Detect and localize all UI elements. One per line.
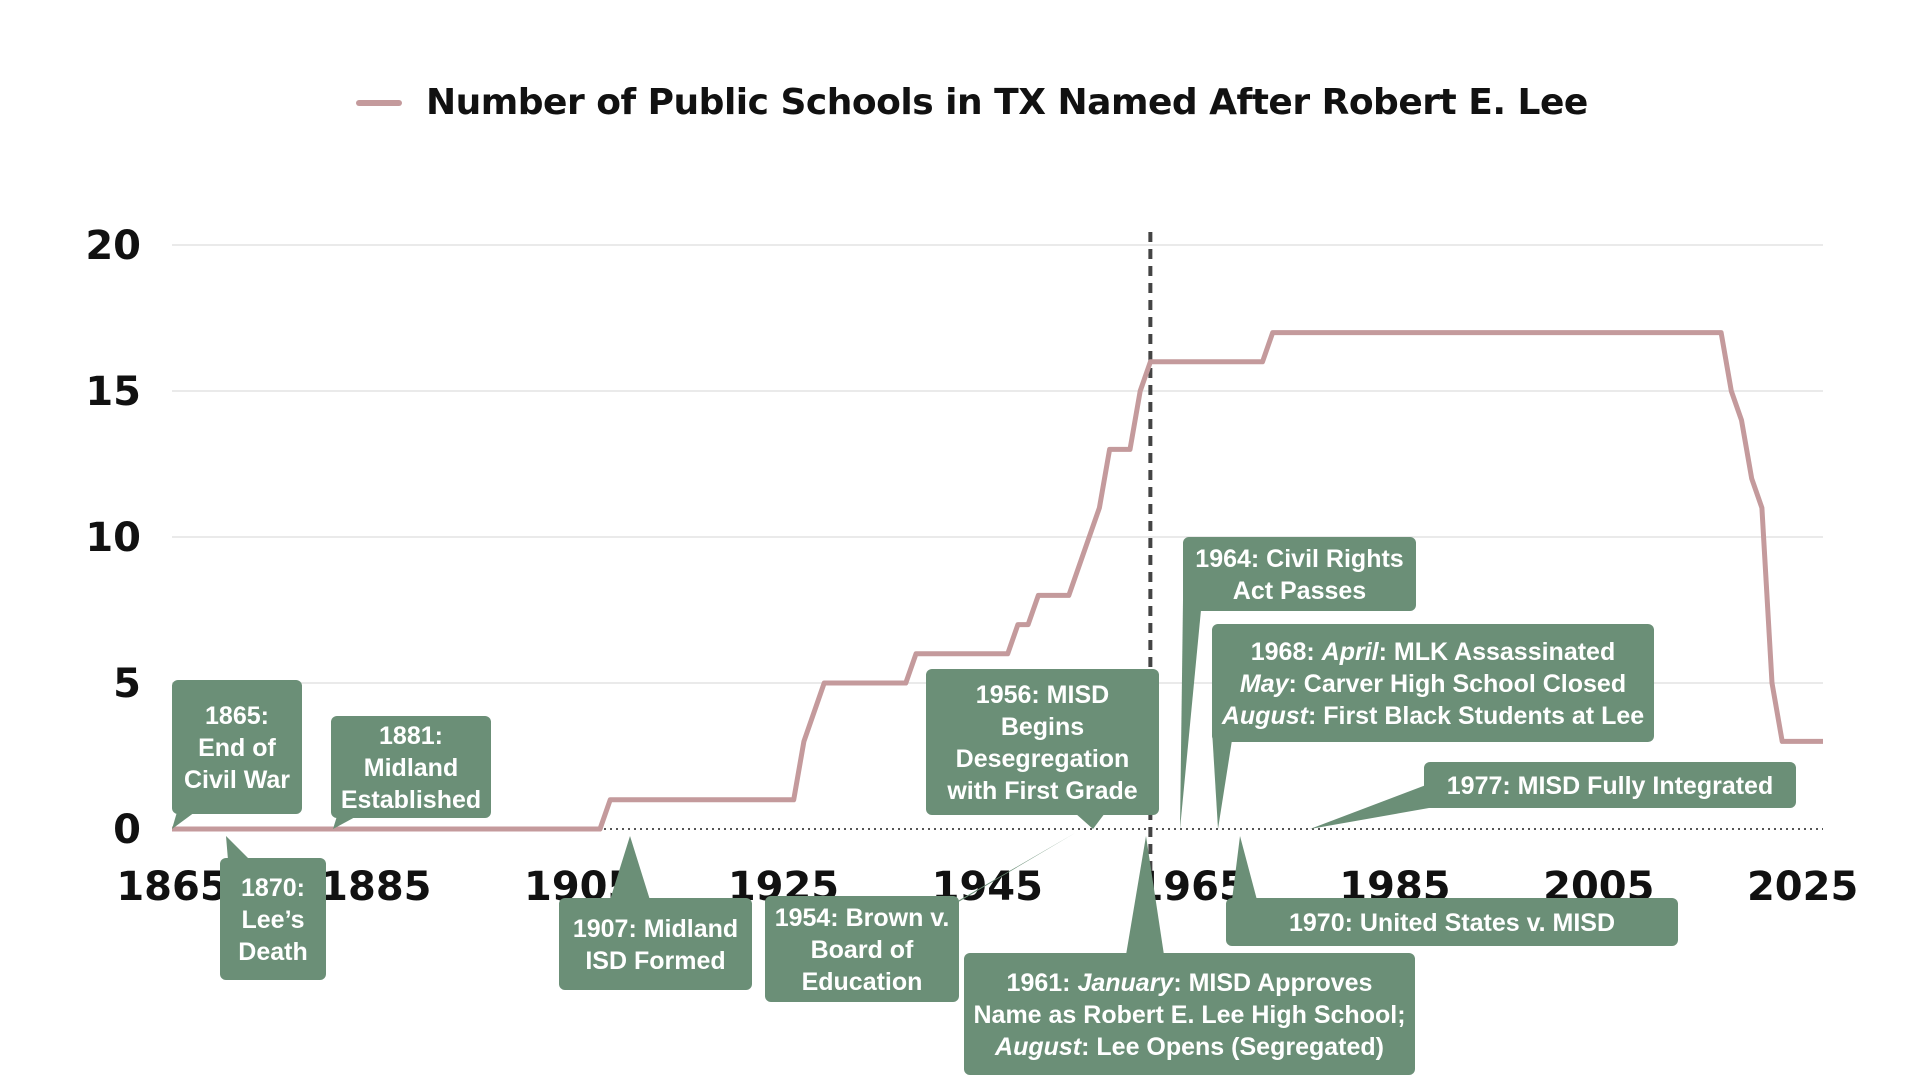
annotation-text: 1870:: [241, 874, 305, 902]
annotation-box: [1226, 898, 1678, 946]
annotation-text: 1907: Midland: [573, 915, 738, 943]
annotation-text: 1977: MISD Fully Integrated: [1447, 772, 1773, 800]
annotation-1964: 1964: Civil Rights Act Passes: [1180, 537, 1416, 829]
annotation-text: 1970: United States v. MISD: [1289, 909, 1615, 937]
annotation-box: [765, 896, 959, 1002]
y-tick-label: 0: [113, 807, 141, 853]
annotation-1961: 1961: January: MISD Approves Name as Robe…: [964, 836, 1415, 1075]
annotation-text: May: Carver High School Closed: [1240, 670, 1626, 698]
y-tick-label: 10: [85, 515, 141, 561]
annotation-1977: 1977: MISD Fully Integrated: [1310, 762, 1796, 829]
annotation-1865: 1865: End of Civil War: [172, 680, 302, 829]
annotation-box: [220, 858, 326, 980]
chart-legend: Number of Public Schools in TX Named Aft…: [356, 82, 1588, 123]
annotation-pointer: [1232, 836, 1257, 900]
annotation-text: August: Lee Opens (Segregated): [994, 1033, 1384, 1061]
annotation-text: 1968: April: MLK Assassinated: [1251, 638, 1615, 666]
annotation-1956: 1956: MISD Begins Desegregation with First …: [926, 669, 1159, 829]
annotation-pointer: [226, 836, 250, 860]
annotation-text: ISD Formed: [585, 947, 725, 975]
y-tick-label: 5: [113, 661, 141, 707]
annotation-text: Midland: [364, 754, 458, 782]
annotation-text: Desegregation: [956, 745, 1130, 773]
x-tick-label: 1885: [320, 864, 431, 910]
y-tick-label: 15: [85, 369, 141, 415]
annotation-pointer: [1180, 600, 1201, 829]
annotation-box: [1212, 624, 1654, 742]
annotation-text: 1881:: [379, 722, 443, 750]
y-tick-label: 20: [85, 223, 141, 269]
annotation-text: with First Grade: [946, 777, 1137, 805]
legend-swatch: [356, 99, 402, 106]
x-tick-label: 2025: [1747, 864, 1858, 910]
x-tick-label: 1865: [116, 864, 227, 910]
annotation-pointer: [333, 816, 357, 829]
annotation-1907: 1907: Midland ISD Formed: [559, 836, 752, 990]
annotation-text: Begins: [1001, 713, 1084, 741]
series-line: [172, 330, 1823, 832]
annotation-box: [926, 669, 1159, 815]
annotation-text: Name as Robert E. Lee High School;: [973, 1001, 1405, 1029]
annotation-box: [964, 953, 1415, 1075]
annotation-text: Death: [238, 938, 307, 966]
annotation-box: [559, 898, 752, 990]
annotation-pointer: [1126, 836, 1164, 955]
annotation-1881: 1881: Midland Established: [331, 716, 491, 829]
annotation-text: 1865:: [205, 702, 269, 730]
annotation-pointer: [1212, 730, 1232, 829]
legend-label: Number of Public Schools in TX Named Aft…: [426, 82, 1588, 123]
annotation-pointer: [172, 812, 195, 829]
annotation-pointer: [1310, 785, 1446, 829]
annotation-1968: 1968: April: MLK Assassinated May: Carver…: [1212, 624, 1654, 829]
annotation-1954: 1954: Brown v. Board of Education: [765, 833, 1075, 1002]
annotation-text: End of: [198, 734, 276, 762]
annotation-pointer: [1075, 813, 1105, 829]
annotation-text: 1961: January: MISD Approves: [1007, 969, 1373, 997]
annotation-text: Civil War: [184, 766, 290, 794]
annotation-box: [1424, 762, 1796, 808]
annotation-pointer: [610, 836, 650, 900]
annotation-text: August: First Black Students at Lee: [1221, 702, 1644, 730]
annotation-pointer: [925, 833, 1075, 920]
annotation-box: [331, 716, 491, 818]
annotation-text: Established: [341, 786, 481, 814]
annotation-text: 1956: MISD: [976, 681, 1109, 709]
annotation-box: [172, 680, 302, 814]
annotation-text: 1954: Brown v.: [775, 904, 950, 932]
annotation-box: [1183, 537, 1416, 611]
annotation-1870: 1870: Lee’s Death: [220, 836, 326, 980]
annotation-text: Act Passes: [1233, 577, 1366, 605]
annotation-text: Board of: [811, 936, 914, 964]
annotation-text: Lee’s: [241, 906, 304, 934]
annotation-text: 1964: Civil Rights: [1195, 545, 1403, 573]
annotation-text: Education: [802, 968, 923, 996]
annotation-1970: 1970: United States v. MISD: [1226, 836, 1678, 946]
